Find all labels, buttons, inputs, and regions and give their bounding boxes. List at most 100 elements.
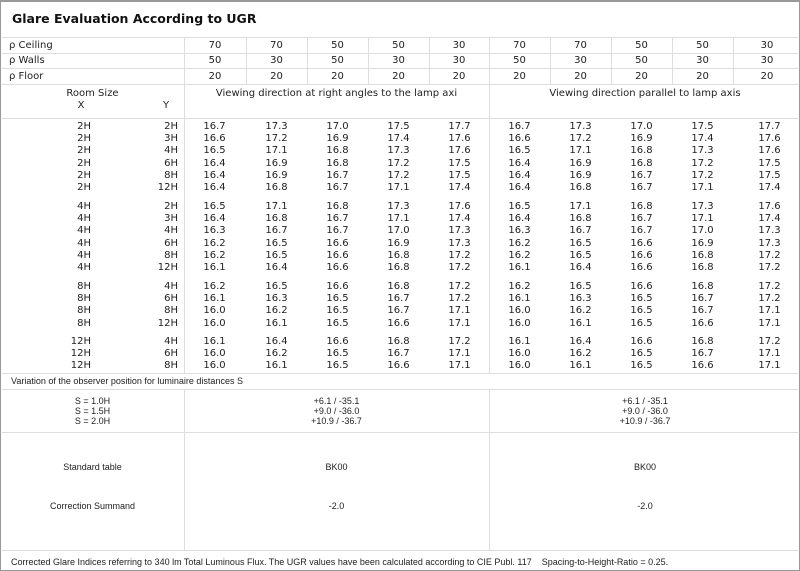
ugr-value-perpendicular: 17.2 [448,336,471,347]
reflectance-value: 20 [452,70,466,82]
ugr-value-parallel: 17.2 [758,281,781,292]
ugr-value-parallel: 16.7 [630,182,653,193]
ugr-value-parallel: 16.6 [508,133,531,145]
ugr-value-parallel: 16.7 [691,348,714,360]
reflectance-value: 20 [331,70,344,82]
ugr-value-perpendicular: 16.4 [203,182,226,193]
ugr-value-perpendicular: 16.8 [326,201,349,212]
ugr-value-parallel: 16.1 [508,262,531,273]
room-x: 2H [77,169,91,181]
room-x: 8H [77,293,91,305]
standard-table-label: Standard table [63,462,122,472]
ugr-value-parallel: 16.5 [569,249,592,261]
correction-label: Correction Summand [49,501,136,511]
room-x: 4H [77,201,91,212]
ugr-value-parallel: 16.7 [569,225,592,237]
divider [2,432,798,433]
divider [2,68,798,69]
ugr-value-parallel: 17.5 [758,169,781,181]
ugr-value-parallel: 17.0 [630,121,653,132]
ugr-value-perpendicular: 16.9 [265,157,288,169]
room-x: 4H [77,237,91,249]
ugr-value-perpendicular: 16.2 [203,281,226,292]
room-y: 12H [157,182,178,193]
room-x: 4H [77,249,91,261]
room-y: 12H [157,262,178,273]
reflectance-value: 20 [760,70,774,82]
reflectance-value: 30 [760,40,774,51]
divider [2,53,798,54]
ugr-value-parallel: 16.8 [691,249,714,261]
ugr-value-perpendicular: 16.1 [203,293,226,305]
reflectance-value: 30 [270,55,283,67]
footer-note: Corrected Glare Indices referring to 340… [11,557,669,567]
ugr-value-parallel: 17.4 [758,213,781,225]
reflectance-value: 30 [696,55,709,67]
ugr-value-perpendicular: 17.1 [448,360,471,372]
ugr-value-parallel: 16.1 [508,336,531,347]
ugr-value-perpendicular: 17.1 [387,182,410,193]
standard-table-perpendicular: BK00 [325,462,348,472]
ugr-value-parallel: 16.5 [630,348,653,360]
ugr-value-parallel: 16.4 [508,169,531,181]
ugr-value-parallel: 16.7 [630,213,653,225]
ugr-value-parallel: 16.0 [508,360,531,372]
ugr-value-perpendicular: 16.8 [387,249,410,261]
ugr-value-parallel: 16.7 [630,225,653,237]
variation-perpendicular: +10.9 / -36.7 [311,416,362,426]
divider [489,37,490,84]
room-size-x-header: X [77,100,85,111]
ugr-value-parallel: 17.2 [758,262,781,273]
divider [2,389,798,390]
room-y: 8H [164,249,178,261]
reflectance-value: 50 [392,40,405,51]
ugr-value-parallel: 16.7 [691,293,714,305]
divider [550,37,551,84]
ugr-value-parallel: 16.8 [691,281,714,292]
standard-table-parallel: BK00 [633,462,657,472]
ugr-value-perpendicular: 16.8 [387,336,410,347]
ugr-value-perpendicular: 17.1 [265,145,288,157]
reflectance-value: 20 [208,70,222,82]
ugr-value-perpendicular: 16.5 [326,348,349,360]
ugr-value-perpendicular: 16.0 [203,317,226,329]
ugr-value-parallel: 16.6 [630,249,653,261]
ugr-value-perpendicular: 16.7 [326,225,349,237]
ugr-value-perpendicular: 16.5 [203,201,226,212]
ugr-value-parallel: 17.2 [758,336,781,347]
ugr-value-parallel: 17.1 [691,182,714,193]
ugr-value-perpendicular: 17.1 [448,305,471,317]
ugr-value-parallel: 17.2 [569,133,592,145]
ugr-value-perpendicular: 16.8 [265,213,288,225]
ugr-value-parallel: 16.9 [569,169,592,181]
ugr-value-perpendicular: 17.6 [448,145,471,157]
ugr-value-perpendicular: 16.7 [326,169,349,181]
reflectance-value: 20 [392,70,405,82]
ugr-value-parallel: 16.2 [569,348,592,360]
ugr-value-parallel: 16.3 [508,225,531,237]
ugr-value-perpendicular: 16.6 [203,133,226,145]
ugr-value-perpendicular: 16.9 [387,237,410,249]
room-x: 8H [77,281,91,292]
reflectance-value: 70 [513,40,526,51]
ugr-value-perpendicular: 16.8 [387,281,410,292]
ugr-value-parallel: 16.4 [508,182,531,193]
ugr-value-perpendicular: 16.5 [265,281,288,292]
room-y: 3H [164,213,178,225]
ugr-value-perpendicular: 17.4 [448,182,471,193]
ugr-value-perpendicular: 17.1 [448,317,471,329]
reflectance-value: 70 [270,40,283,51]
ugr-value-parallel: 16.2 [508,249,531,261]
ugr-value-parallel: 16.9 [569,157,592,169]
parallel-header: Viewing direction parallel to lamp axis [549,88,741,99]
ugr-value-parallel: 17.3 [758,225,781,237]
room-y: 4H [164,336,178,347]
ugr-value-perpendicular: 16.0 [203,360,226,372]
room-x: 12H [70,348,91,360]
ugr-value-parallel: 16.8 [630,201,653,212]
ugr-value-perpendicular: 16.6 [387,360,410,372]
ugr-value-parallel: 17.4 [758,182,781,193]
ugr-value-perpendicular: 17.2 [448,249,471,261]
ugr-value-parallel: 17.5 [691,121,714,132]
